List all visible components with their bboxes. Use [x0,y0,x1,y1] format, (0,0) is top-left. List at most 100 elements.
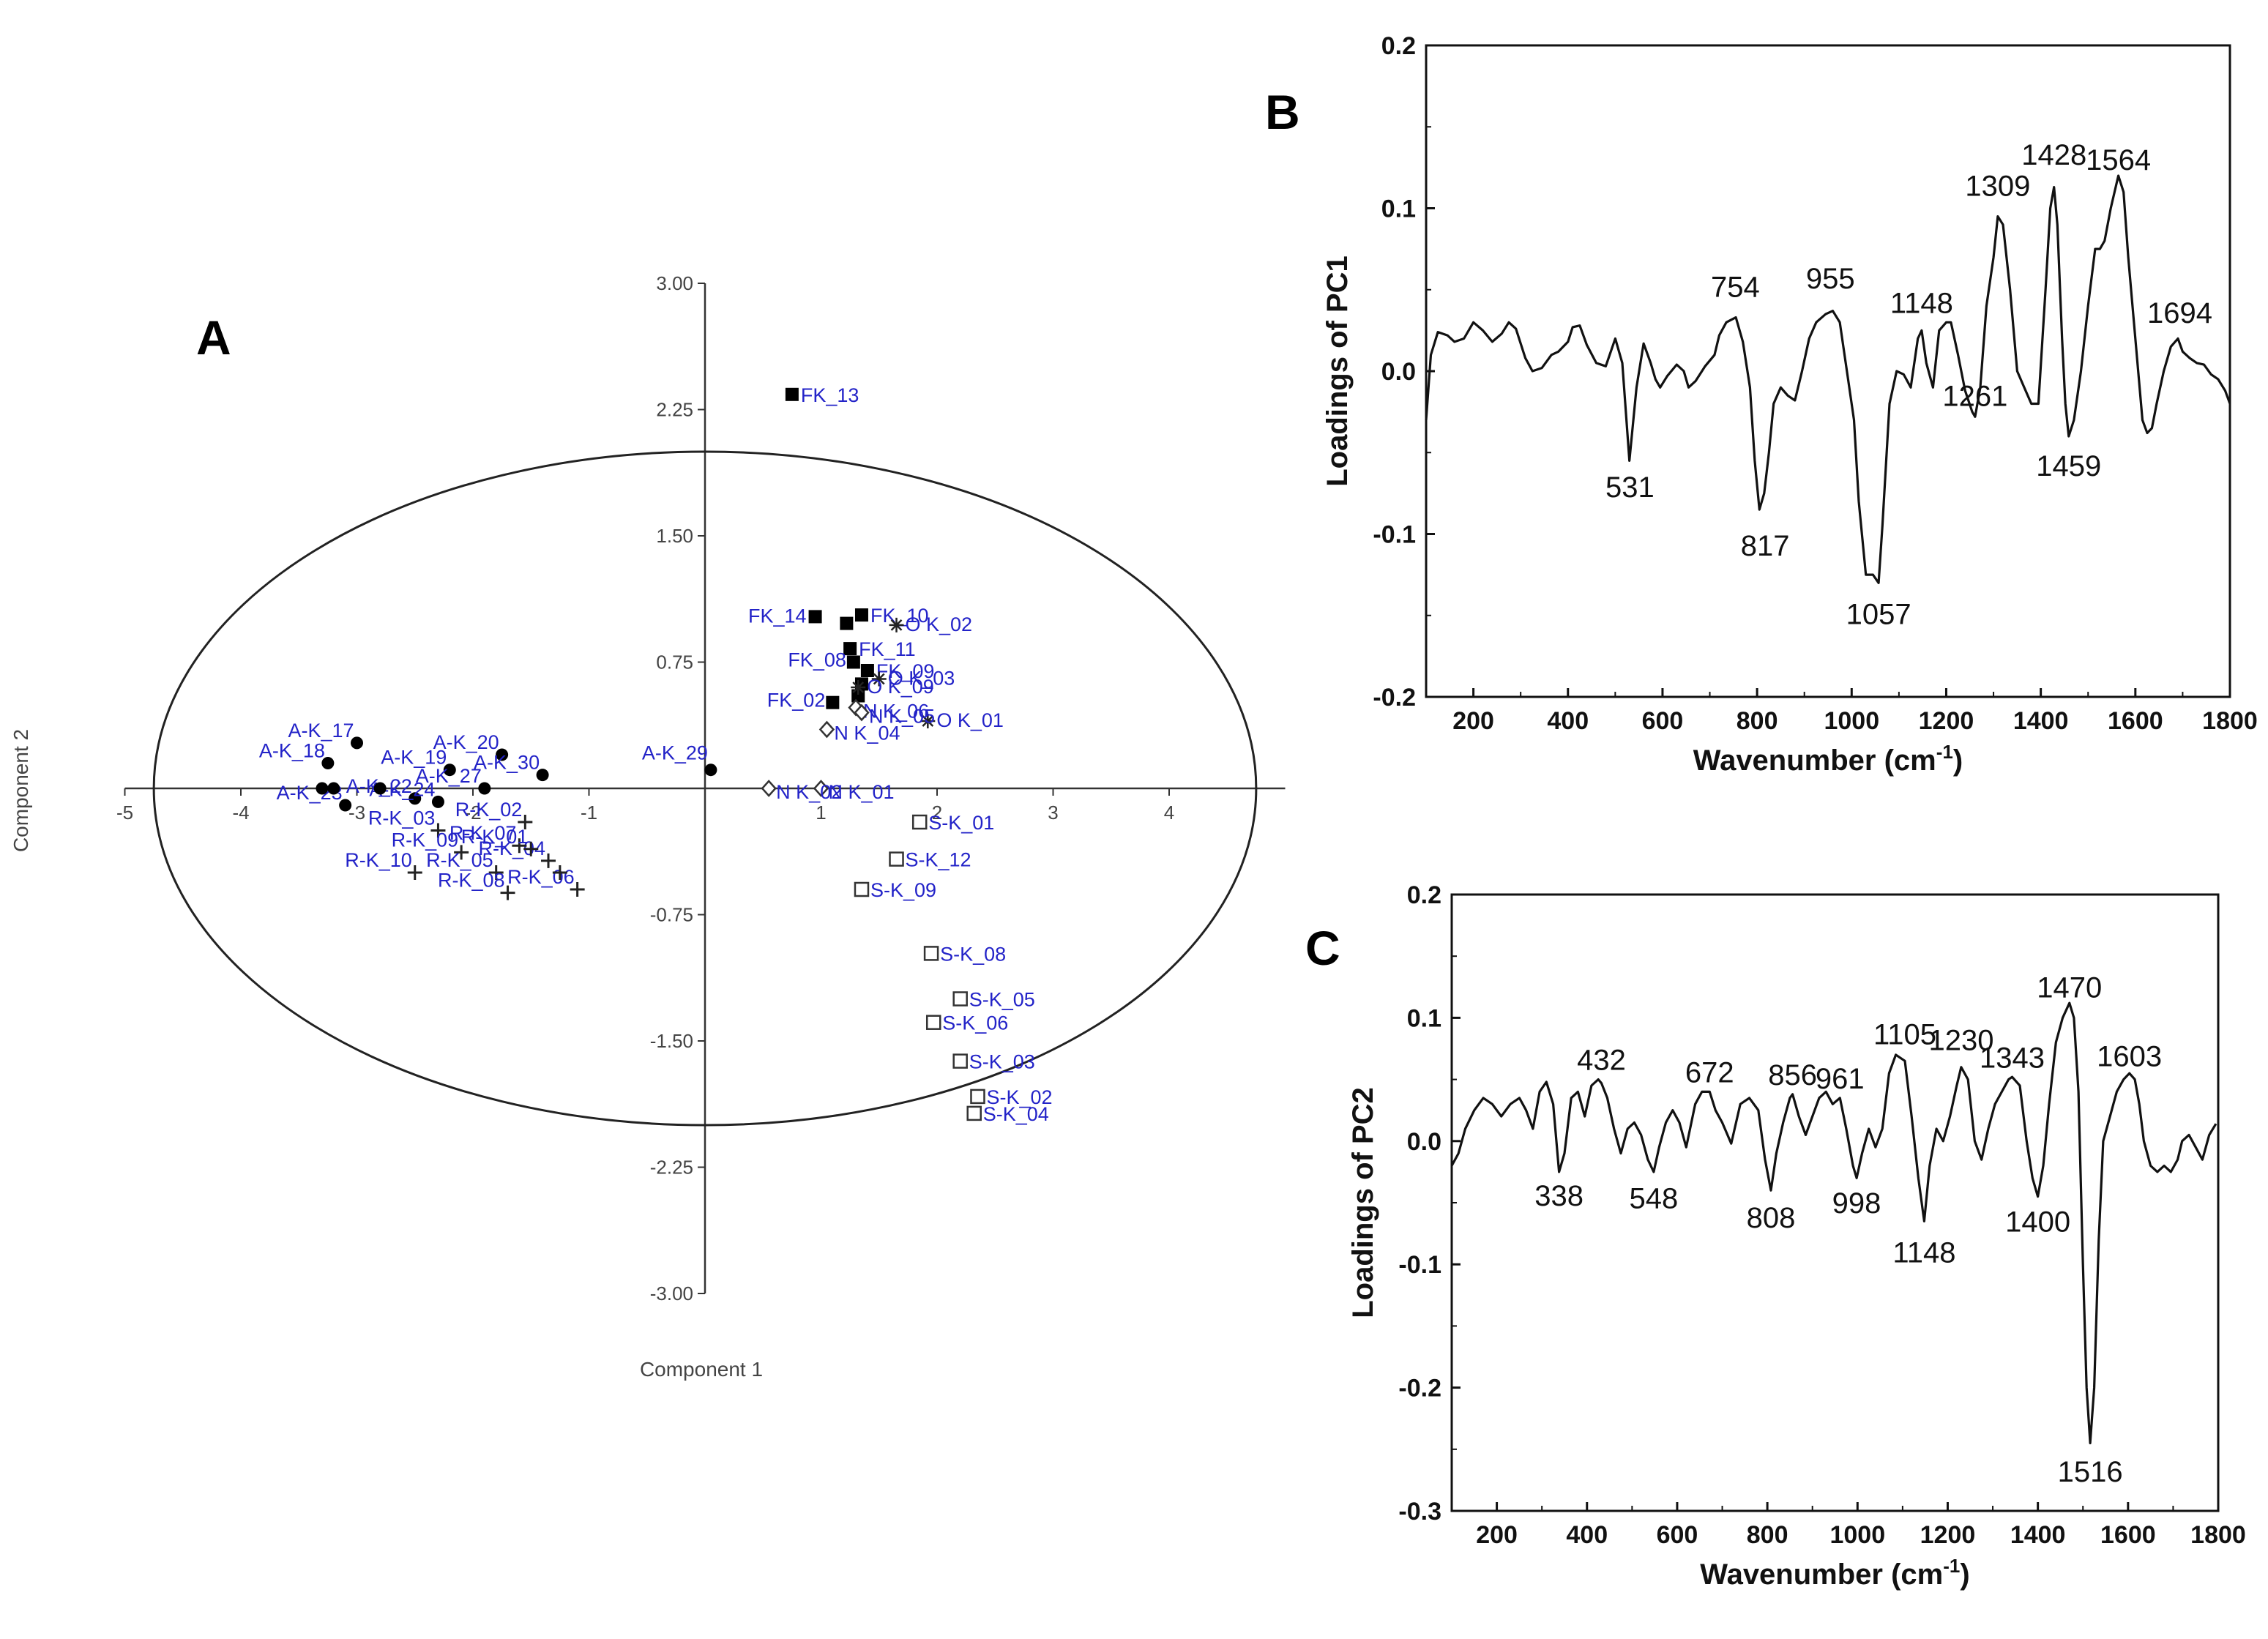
data-point [512,838,527,854]
data-point [846,655,860,669]
x-tick-label: 200 [1476,1521,1518,1549]
data-point [430,823,446,838]
point-label: A-K_17 [288,720,354,742]
x-tick-label: 1200 [1920,1521,1976,1549]
x-tick-label: 400 [1547,707,1589,735]
point-label: R-K_05 [426,849,493,871]
data-point [970,1089,985,1105]
peak-label: 1105 [1873,1018,1936,1050]
peak-label: 1428 [2021,139,2086,171]
x-axis-title: Wavenumber (cm-1) [1693,741,1963,777]
point-label: S-K_03 [969,1051,1035,1073]
point-label: FK_13 [801,384,859,406]
peak-label: 1343 [1980,1042,2045,1074]
point-label: R-K_03 [368,807,436,829]
data-point [496,748,509,761]
data-point [843,642,857,656]
y-tick-label: -0.2 [1373,684,1416,712]
data-point [889,617,904,632]
data-point [808,610,822,624]
peak-label: 1459 [2036,450,2101,482]
data-point [854,608,868,622]
point-label: N K_04 [834,723,900,744]
point-label: A-K_18 [259,740,325,762]
data-point [860,664,874,677]
data-point [920,714,936,728]
y-tick-label: -0.2 [1398,1375,1441,1403]
point-label: S-K_01 [928,812,994,834]
y-tick-label: -0.75 [650,904,693,926]
point-label: O K_02 [906,613,973,635]
data-point [339,799,352,812]
peak-label: 808 [1747,1202,1796,1234]
x-tick-label: 1800 [2202,707,2258,735]
data-point [454,845,469,860]
y-tick-label: -0.1 [1398,1251,1441,1279]
data-point [316,782,329,795]
peak-label: 1564 [2086,144,2151,176]
x-tick-label: 2 [932,802,942,824]
data-point [536,769,549,782]
point-label: S-K_09 [870,879,936,901]
x-tick-label: -4 [232,802,249,824]
point-label: R-K_02 [455,799,523,821]
data-point [925,1015,941,1030]
panel-a-letter: A [196,310,231,365]
peak-label: 1057 [1846,599,1911,631]
point-label: S-K_12 [906,849,971,871]
peak-label: 998 [1832,1187,1881,1220]
point-label: O K_01 [936,709,1004,731]
data-point [704,764,717,777]
data-point [321,757,335,769]
y-tick-label: 0.1 [1407,1004,1441,1032]
peak-label: 531 [1605,471,1655,504]
point-label: A-K_19 [381,747,447,769]
peak-label: 338 [1534,1180,1584,1212]
point-label: O K_09 [867,676,934,698]
y-tick-label: 0.1 [1381,195,1416,223]
data-point [826,695,840,709]
data-point [952,991,968,1007]
point-label: A-K_20 [433,731,499,753]
point-label: FK_02 [767,690,826,712]
data-point [327,782,340,795]
point-label: R-K_07 [450,822,517,844]
confidence-ellipse [152,450,1258,1127]
data-point [923,946,939,961]
peak-label: 856 [1768,1059,1817,1091]
y-tick-label: 0.0 [1381,358,1416,386]
x-tick-label: 1400 [2013,707,2069,735]
point-label: N K_06 [863,701,929,723]
x-tick-label: 1800 [2190,1521,2246,1549]
data-point [373,782,387,795]
x-tick-label: 1600 [2100,1521,2156,1549]
x-tick-label: 200 [1452,707,1494,735]
y-tick-label: 0.0 [1407,1128,1441,1156]
data-point [813,780,829,797]
x-tick-label: 4 [1164,802,1174,824]
data-point [409,792,422,805]
data-point [478,782,491,795]
peak-label: 432 [1577,1045,1626,1077]
point-label: R-K_06 [507,866,575,888]
y-tick-label: 0.2 [1407,881,1441,909]
x-tick-label: 1400 [2010,1521,2066,1549]
x-tick-label: 1 [816,802,826,824]
data-point [818,720,835,739]
x-tick-label: -1 [581,802,597,824]
data-point [911,814,928,830]
x-tick-label: -5 [116,802,133,824]
panel-b-letter: B [1265,85,1300,139]
data-point [431,795,444,808]
pc1-loadings-plot: 0.2 0.1 0.0 -0.1 -0.2 200 400 600 800 1000 1200 140… [1321,32,2258,777]
y-axis-title: Loadings of PC2 [1347,1087,1379,1318]
data-point [761,780,777,797]
y-tick-label: 1.50 [656,525,693,547]
data-point [541,853,556,868]
x-tick-label: -3 [348,802,365,824]
y-tick-label: 0.2 [1381,32,1416,60]
data-point [570,882,585,897]
data-point [840,616,854,630]
y-tick-label: 3.00 [656,272,693,294]
